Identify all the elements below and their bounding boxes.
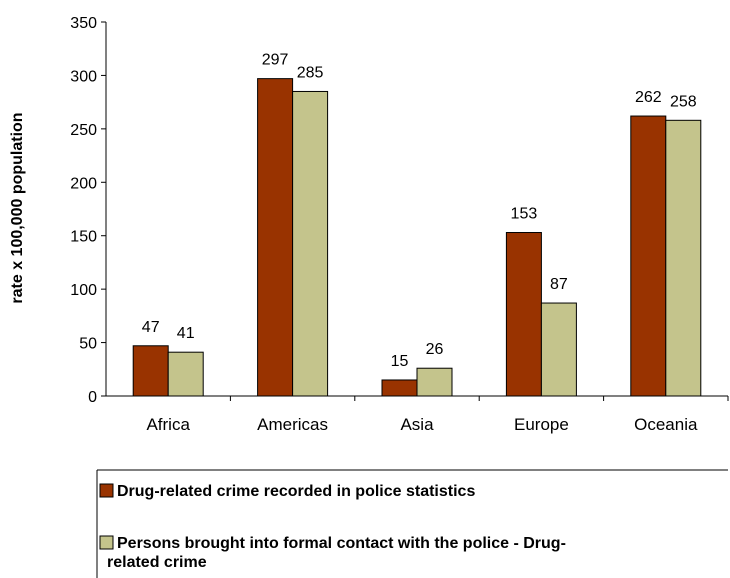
y-tick-label: 0 [88,389,97,406]
y-axis-ticks: 0 50 100 150 200 250 300 350 [70,15,106,406]
legend-label-persons-contact: Persons brought into formal contact with… [107,535,566,571]
data-label: 285 [297,64,324,81]
y-tick-label: 350 [70,15,97,32]
category-labels: Africa Americas Asia Europe Oceania [146,396,729,434]
bars [132,78,702,397]
category-label: Europe [514,415,569,434]
y-tick-label: 150 [70,229,97,246]
legend-label-drug-related-crime: Drug-related crime recorded in police st… [117,483,475,500]
bar-africa-series-2 [167,351,204,397]
data-labels: 47 41 297 285 15 26 153 87 262 258 [142,52,697,370]
bar-europe-series-1 [505,232,542,397]
y-tick-label: 100 [70,282,97,299]
legend-swatch-drug-related-crime [99,483,114,498]
data-label: 262 [635,89,662,106]
y-tick-label: 250 [70,122,97,139]
category-label: Americas [257,415,328,434]
data-label: 258 [670,93,697,110]
bar-americas-series-1 [257,78,294,397]
data-label: 41 [177,325,195,342]
data-label: 297 [262,52,289,69]
data-label: 26 [426,341,444,358]
bar-oceania-series-2 [665,119,702,397]
legend-swatch-persons-contact [99,535,114,550]
data-label: 153 [511,206,538,223]
y-tick-label: 50 [79,336,97,353]
bar-europe-series-2 [540,302,577,397]
bar-oceania-series-1 [630,115,667,397]
bar-americas-series-2 [292,90,329,397]
category-label: Africa [146,415,190,434]
legend-line: Drug-related crime recorded in police st… [117,483,475,500]
category-label: Asia [400,415,434,434]
category-label: Oceania [634,415,698,434]
legend: Drug-related crime recorded in police st… [96,469,728,578]
data-label: 47 [142,319,160,336]
y-axis-label: rate x 100,000 population [9,112,26,303]
legend-line: related crime [107,554,207,571]
data-label: 87 [550,276,568,293]
data-label: 15 [391,353,409,370]
bar-asia-series-2 [416,367,453,397]
y-tick-label: 300 [70,68,97,85]
y-tick-label: 200 [70,175,97,192]
bar-africa-series-1 [132,345,169,397]
legend-line: Persons brought into formal contact with… [117,535,566,552]
bar-asia-series-1 [381,379,418,397]
